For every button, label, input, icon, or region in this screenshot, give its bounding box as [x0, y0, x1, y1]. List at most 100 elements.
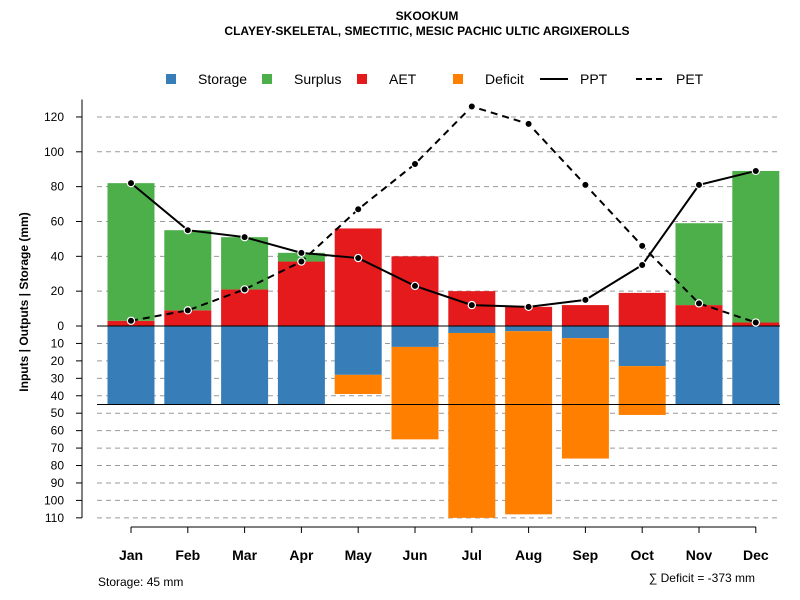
y-tick-label: 70: [51, 441, 65, 455]
aet-bar: [164, 310, 212, 326]
pet-point: [524, 119, 533, 129]
deficit-bar: [618, 366, 666, 415]
legend: Storage Surplus AET Deficit PPT PET: [166, 71, 704, 87]
legend-label-deficit: Deficit: [485, 71, 524, 87]
pet-point: [410, 159, 420, 169]
legend-label-storage: Storage: [198, 71, 247, 87]
pet-point: [297, 257, 306, 266]
ppt-point: [297, 248, 306, 258]
legend-swatch-aet: [357, 74, 367, 84]
deficit-bar: [505, 331, 553, 515]
gridlines: [97, 116, 780, 519]
y-axis-label: Inputs | Outputs | Storage (mm): [17, 212, 31, 391]
chart-title: SKOOKUM: [396, 9, 459, 23]
ppt-point: [694, 180, 704, 190]
storage-bar: [561, 326, 609, 339]
storage-bar: [448, 326, 496, 333]
x-tick-label: Jul: [462, 547, 482, 563]
surplus-bar: [107, 183, 155, 321]
y-tick-label: 0: [57, 319, 64, 333]
legend-label-aet: AET: [389, 71, 417, 87]
storage-bar: [221, 326, 269, 405]
x-tick-label: Apr: [289, 547, 314, 563]
ppt-point: [638, 260, 647, 270]
pet-point: [183, 306, 192, 315]
storage-bar: [107, 326, 155, 405]
aet-bar: [675, 305, 723, 326]
surplus-bar: [164, 230, 212, 311]
aet-bar: [277, 261, 325, 326]
ppt-point: [410, 281, 420, 291]
aet-bar: [618, 292, 666, 326]
y-tick-label: 60: [51, 424, 65, 438]
deficit-bar: [448, 332, 496, 518]
y-tick-label: 80: [51, 180, 65, 194]
deficit-bar: [391, 346, 439, 440]
y-tick-label: 100: [44, 493, 64, 507]
ppt-point: [524, 302, 533, 312]
x-tick-label: Nov: [686, 547, 713, 563]
deficit-bar: [334, 374, 382, 395]
legend-label-pet: PET: [676, 71, 704, 87]
series-lines: [126, 102, 761, 327]
y-tick-label: 120: [44, 110, 64, 124]
aet-bar: [561, 305, 609, 326]
storage-bar: [505, 326, 553, 332]
storage-bar: [618, 326, 666, 367]
x-tick-label: Mar: [232, 547, 257, 563]
surplus-bar: [732, 170, 780, 323]
x-tick-label: Oct: [631, 547, 655, 563]
y-tick-label: 100: [44, 145, 64, 159]
storage-bar: [277, 326, 325, 405]
pet-point: [467, 102, 476, 111]
y-tick-label: 60: [51, 214, 65, 228]
surplus-bar: [675, 223, 723, 306]
x-tick-label: Sep: [573, 547, 599, 563]
aet-bar: [505, 306, 553, 326]
x-tick-label: Aug: [515, 547, 542, 563]
aet-bar: [334, 228, 382, 326]
pet-point: [240, 285, 249, 294]
bars: [107, 170, 780, 518]
ppt-point: [581, 295, 590, 305]
ppt-point: [183, 225, 192, 235]
legend-label-surplus: Surplus: [294, 71, 341, 87]
legend-swatch-deficit: [453, 74, 463, 84]
storage-note: Storage: 45 mm: [98, 575, 183, 589]
storage-bar: [164, 326, 212, 405]
storage-bar: [675, 326, 723, 405]
x-tick-label: Feb: [175, 547, 200, 563]
deficit-bar: [561, 338, 609, 459]
surplus-bar: [277, 252, 325, 262]
pet-point: [638, 241, 647, 251]
storage-bar: [732, 326, 780, 405]
pet-line: [130, 105, 757, 324]
y-tick-label: 20: [51, 354, 65, 368]
ppt-point: [751, 166, 761, 176]
pet-point: [751, 318, 761, 327]
x-tick-label: Dec: [743, 547, 769, 563]
y-tick-label: 10: [51, 336, 65, 350]
storage-bar: [334, 326, 382, 375]
pet-point: [581, 180, 590, 190]
chart-subtitle: CLAYEY-SKELETAL, SMECTITIC, MESIC PACHIC…: [224, 24, 629, 38]
ppt-point: [240, 232, 249, 242]
ppt-line: [130, 169, 757, 308]
pet-point: [126, 316, 136, 325]
ppt-point: [354, 253, 363, 263]
storage-bar: [391, 326, 439, 347]
pet-point: [354, 205, 363, 214]
pet-point: [694, 299, 704, 308]
legend-swatch-surplus: [262, 74, 272, 84]
y-tick-label: 80: [51, 459, 65, 473]
legend-label-ppt: PPT: [580, 71, 608, 87]
y-tick-label: 110: [45, 511, 64, 525]
ppt-point: [126, 178, 136, 188]
y-tick-label: 50: [51, 406, 65, 420]
y-tick-label: 30: [51, 371, 65, 385]
y-tick-label: 90: [51, 476, 65, 490]
y-tick-label: 20: [51, 284, 65, 298]
x-tick-label: Jun: [403, 547, 428, 563]
deficit-note: ∑ Deficit = -373 mm: [649, 571, 755, 585]
y-tick-label: 40: [51, 249, 65, 263]
